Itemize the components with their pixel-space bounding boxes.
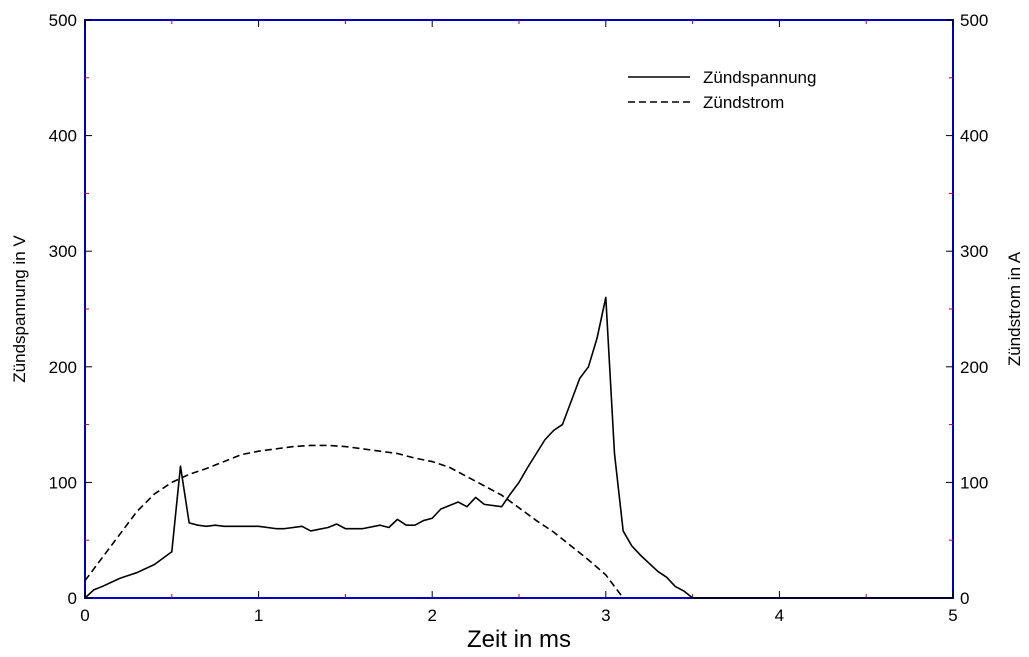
y-tick-label-left: 0 [68, 589, 77, 608]
y-tick-label-right: 400 [960, 127, 988, 146]
x-tick-label: 3 [601, 606, 610, 625]
series-layer [84, 296, 953, 599]
legend-label-zuendstrom: Zündstrom [703, 93, 784, 112]
y-tick-label-left: 500 [49, 11, 77, 30]
plot-frame [84, 19, 954, 599]
y-tick-label-left: 400 [49, 127, 77, 146]
y-tick-label-right: 100 [960, 473, 988, 492]
series-line-zuendstrom [84, 444, 624, 599]
legend-label-zuendspannung: Zündspannung [703, 68, 816, 87]
x-tick-label: 5 [948, 606, 957, 625]
y-tick-label-right: 500 [960, 11, 988, 30]
x-tick-label: 2 [427, 606, 436, 625]
series-line-zuendspannung [84, 296, 953, 599]
y-tick-label-left: 100 [49, 473, 77, 492]
y-tick-label-left: 200 [49, 358, 77, 377]
x-tick-label: 4 [775, 606, 784, 625]
y-tick-label-right: 0 [960, 589, 969, 608]
x-tick-label: 0 [80, 606, 89, 625]
x-axis-title: Zeit in ms [467, 626, 571, 653]
y-tick-label-right: 200 [960, 358, 988, 377]
x-tick-label: 1 [254, 606, 263, 625]
y-tick-label-left: 300 [49, 242, 77, 261]
legend: Zündspannung Zündstrom [628, 68, 816, 112]
y-axis-title-left: Zündspannung in V [10, 235, 29, 383]
y-axis-title-right: Zündstrom in A [1005, 251, 1024, 366]
y-tick-label-right: 300 [960, 242, 988, 261]
